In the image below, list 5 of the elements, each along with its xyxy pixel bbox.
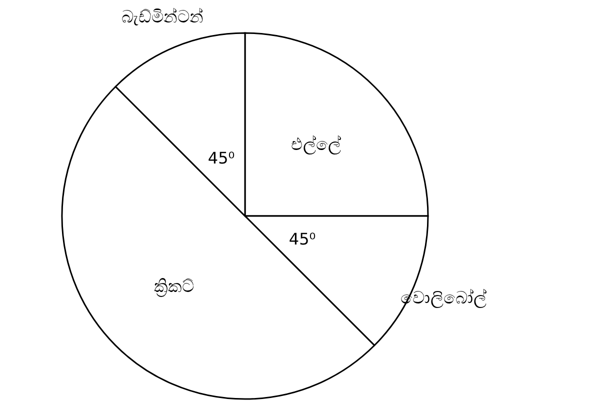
data-label: 45⁰ <box>288 230 316 249</box>
slice-label: බැඩ්මින්ටන් <box>122 7 204 28</box>
data-label: 45⁰ <box>208 148 235 168</box>
slice-label: එල්ලේ <box>291 134 342 155</box>
slice-label: ක්‍රිකට් <box>154 277 194 298</box>
